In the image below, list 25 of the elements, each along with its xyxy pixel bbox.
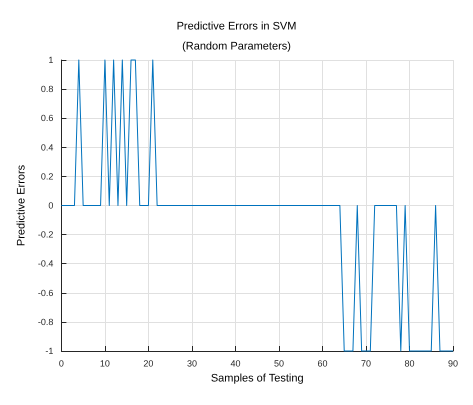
x-tick-label: 90 — [448, 358, 458, 368]
x-tick-label: 30 — [186, 358, 197, 368]
x-tick-label: 10 — [100, 358, 110, 368]
chart-subtitle: (Random Parameters) — [182, 40, 291, 52]
x-tick-label: 20 — [143, 358, 154, 368]
y-tick-label: -1 — [45, 346, 54, 356]
x-tick-label: 50 — [274, 358, 284, 368]
y-tick-label: -0.8 — [38, 316, 54, 327]
x-tick-label: 70 — [360, 358, 371, 368]
x-tick-label: 60 — [317, 358, 328, 368]
y-tick-label: 0.6 — [40, 113, 54, 124]
y-tick-label: -0.4 — [38, 258, 54, 269]
x-axis-title: Samples of Testing — [210, 372, 304, 384]
y-tick-label: 1 — [48, 55, 54, 65]
y-tick-label: 0.8 — [40, 84, 54, 94]
y-tick-label: -0.6 — [38, 288, 54, 298]
x-tick-label: 40 — [230, 358, 240, 368]
y-axis-title: Predictive Errors — [16, 164, 28, 246]
chart-title: Predictive Errors in SVM — [176, 20, 296, 32]
y-tick-label: 0 — [48, 200, 54, 210]
x-tick-label: 80 — [404, 358, 414, 368]
x-tick-label: 0 — [58, 358, 64, 368]
y-tick-label: -0.2 — [38, 230, 54, 240]
y-tick-label: 0.4 — [40, 142, 54, 152]
y-tick-label: 0.2 — [40, 171, 54, 182]
